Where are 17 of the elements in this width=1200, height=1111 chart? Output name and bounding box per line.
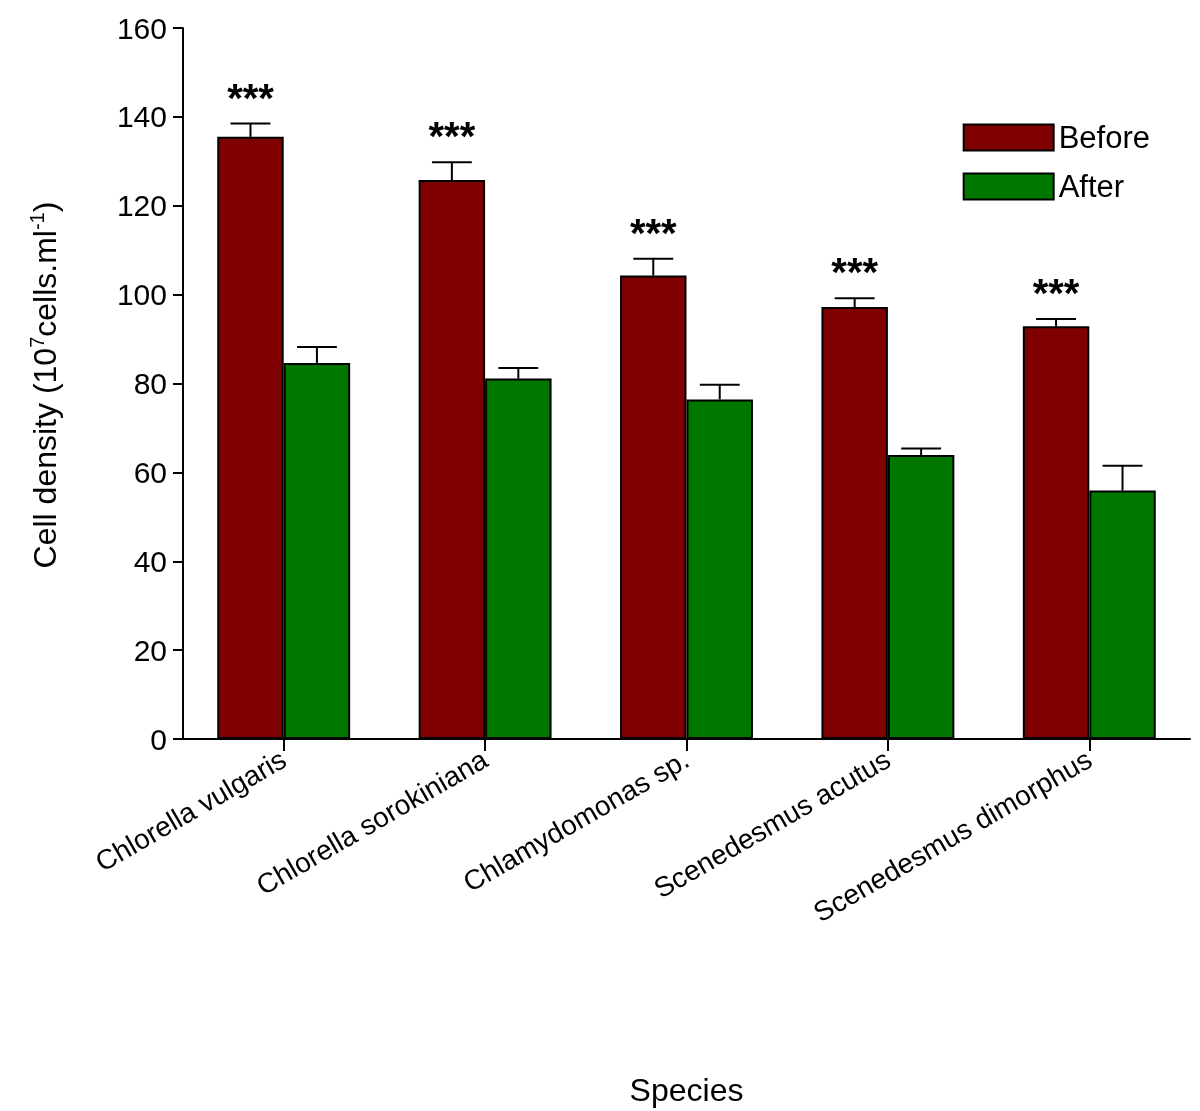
y-tick-label: 80 [133,367,167,400]
annotation: *** [831,250,879,295]
y-tick-label: 60 [133,455,167,489]
annotation: *** [227,75,275,120]
x-axis-title: Species [629,1072,744,1108]
y-tick-label: 20 [133,633,167,667]
y-tick-label: 120 [116,189,167,223]
y-tick-label: 140 [116,100,167,134]
y-tick-label: 0 [150,722,167,756]
annotation: *** [629,210,678,255]
y-tick-label: 160 [116,11,167,45]
y-tick-label: 100 [116,278,167,312]
annotation: *** [1032,271,1080,316]
legend-label: After [1058,169,1125,204]
annotation: *** [428,114,476,159]
legend-label: Before [1058,120,1151,155]
y-tick-label: 40 [133,544,167,578]
